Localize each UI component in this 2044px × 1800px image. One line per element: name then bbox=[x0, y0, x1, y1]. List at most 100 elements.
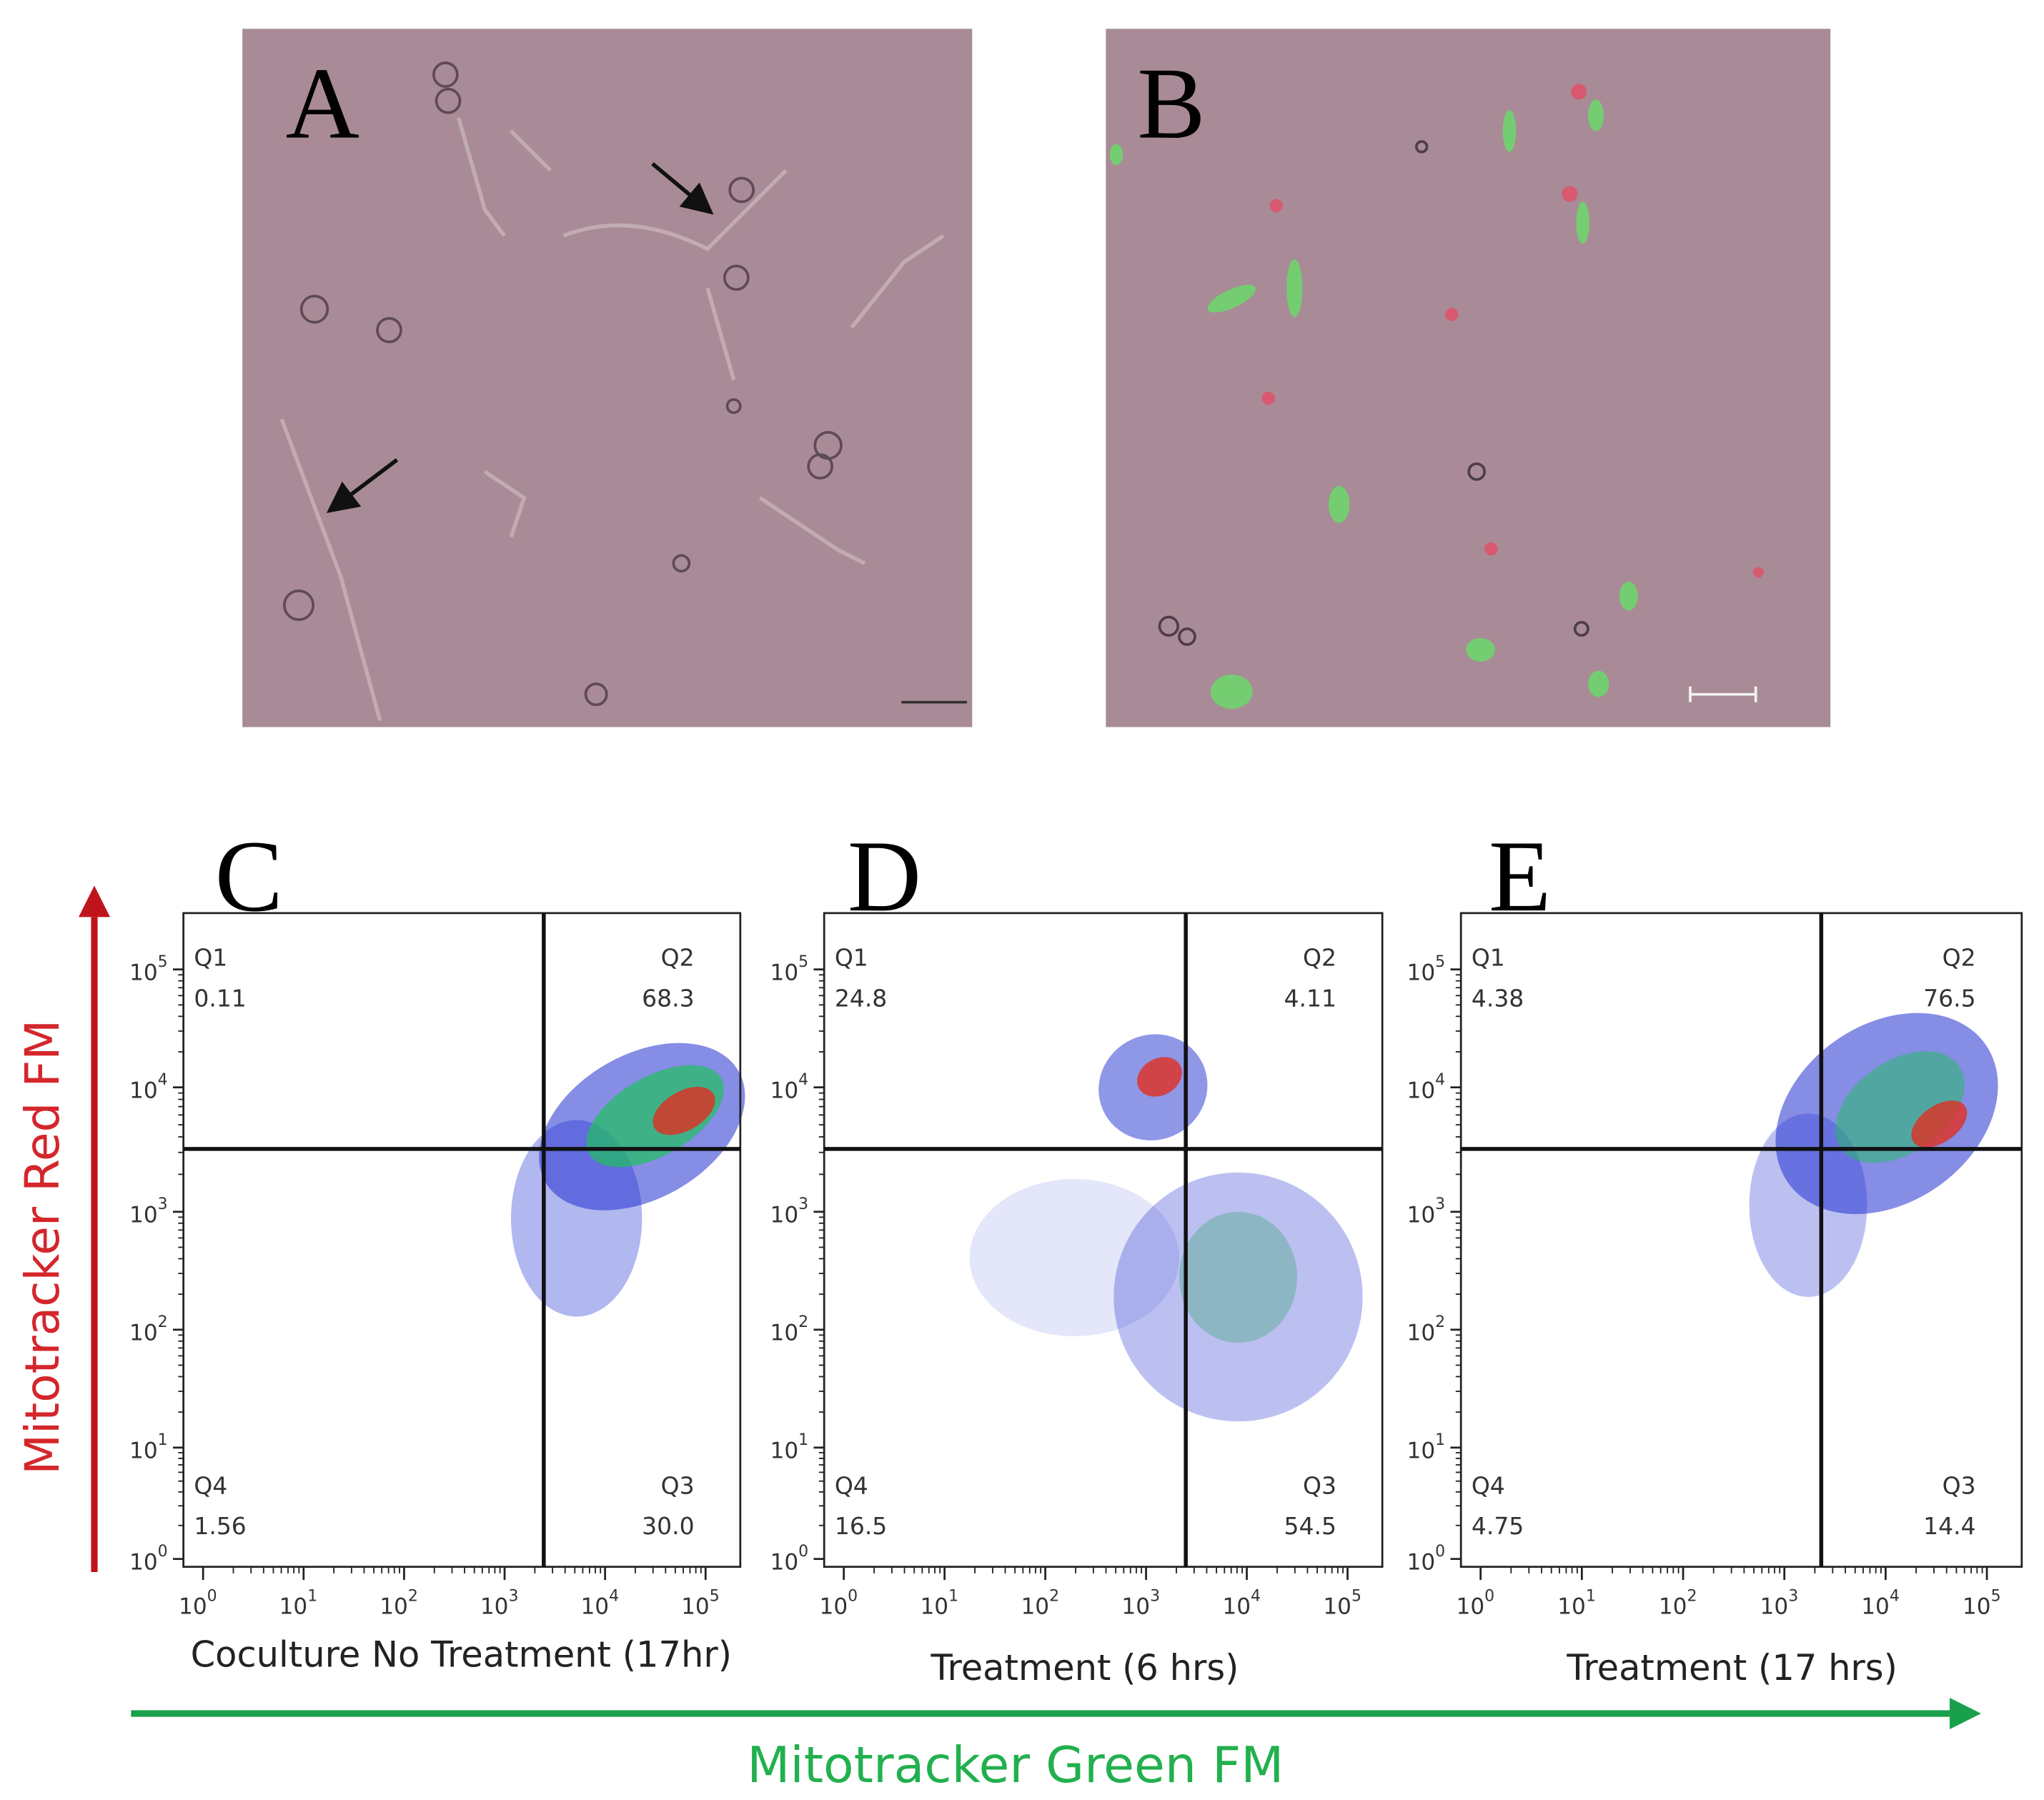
tick-base: 10 bbox=[1407, 960, 1436, 985]
tick-exponent: 3 bbox=[1788, 1587, 1798, 1605]
tick-base: 10 bbox=[820, 1594, 848, 1620]
y-tick-label: 101 bbox=[129, 1431, 168, 1463]
quadrant-percent: 4.75 bbox=[1472, 1512, 1524, 1540]
tick-exponent: 4 bbox=[1251, 1587, 1261, 1605]
quadrant-name: Q1 bbox=[1472, 944, 1505, 972]
tick-exponent: 1 bbox=[1435, 1431, 1445, 1449]
x-tick-label: 102 bbox=[1021, 1587, 1059, 1619]
tick-base: 10 bbox=[1557, 1594, 1586, 1620]
panel-label: B bbox=[1137, 47, 1205, 160]
quadrant-name: Q3 bbox=[1303, 1471, 1336, 1499]
density-cloud bbox=[653, 1086, 715, 1135]
quadrant-percent: 30.0 bbox=[642, 1512, 694, 1540]
tick-exponent: 4 bbox=[1435, 1071, 1445, 1089]
tick-exponent: 0 bbox=[1484, 1587, 1494, 1605]
panel-label: C bbox=[215, 820, 283, 933]
density-cloud bbox=[1113, 1172, 1363, 1422]
tick-exponent: 3 bbox=[798, 1195, 808, 1213]
tick-base: 10 bbox=[1222, 1594, 1251, 1620]
tick-exponent: 1 bbox=[1586, 1587, 1596, 1605]
y-tick-label: 101 bbox=[1407, 1431, 1446, 1463]
tick-exponent: 2 bbox=[1049, 1587, 1059, 1605]
tick-exponent: 5 bbox=[798, 953, 808, 971]
y-tick-label: 105 bbox=[1407, 953, 1446, 985]
x-tick-label: 105 bbox=[681, 1587, 720, 1619]
tick-exponent: 0 bbox=[158, 1543, 168, 1561]
tick-exponent: 5 bbox=[1435, 953, 1445, 971]
y-axis-title: Mitotracker Red FM bbox=[15, 1020, 70, 1475]
x-tick-label: 100 bbox=[820, 1587, 858, 1619]
tick-base: 10 bbox=[1861, 1594, 1890, 1620]
tick-exponent: 5 bbox=[1351, 1587, 1361, 1605]
image-bg bbox=[242, 29, 973, 727]
tick-exponent: 0 bbox=[207, 1587, 217, 1605]
tick-base: 10 bbox=[1021, 1594, 1049, 1620]
y-tick-label: 104 bbox=[129, 1071, 168, 1103]
y-tick-label: 103 bbox=[129, 1195, 168, 1228]
quadrant-name: Q4 bbox=[835, 1471, 868, 1499]
tick-exponent: 3 bbox=[158, 1195, 168, 1213]
tick-base: 10 bbox=[681, 1594, 710, 1620]
y-tick-label: 102 bbox=[1407, 1313, 1446, 1346]
x-tick-label: 101 bbox=[1557, 1587, 1596, 1619]
tick-exponent: 1 bbox=[158, 1431, 168, 1449]
y-tick-label: 104 bbox=[1407, 1071, 1446, 1103]
y-tick-label: 105 bbox=[129, 953, 168, 985]
quadrant-percent: 16.5 bbox=[835, 1512, 887, 1540]
processes bbox=[279, 117, 945, 722]
y-tick-label: 100 bbox=[770, 1543, 809, 1575]
quadrant-percent: 76.5 bbox=[1923, 984, 1975, 1012]
tick-base: 10 bbox=[770, 1438, 799, 1464]
tick-exponent: 1 bbox=[948, 1587, 958, 1605]
tick-exponent: 4 bbox=[1890, 1587, 1900, 1605]
x-axis-title: Mitotracker Green FM bbox=[747, 1736, 1284, 1794]
panel-label: A bbox=[286, 47, 359, 160]
x-tick-label: 104 bbox=[1861, 1587, 1900, 1619]
x-tick-label: 100 bbox=[1457, 1587, 1495, 1619]
density-cloud bbox=[1179, 1211, 1297, 1343]
tick-exponent: 0 bbox=[848, 1587, 858, 1605]
tick-exponent: 2 bbox=[1687, 1587, 1697, 1605]
quadrant-name: Q3 bbox=[1943, 1471, 1976, 1499]
tick-exponent: 5 bbox=[710, 1587, 720, 1605]
tick-base: 10 bbox=[1121, 1594, 1150, 1620]
cells bbox=[283, 61, 843, 707]
quadrant-name: Q1 bbox=[835, 944, 868, 972]
y-tick-label: 104 bbox=[770, 1071, 809, 1103]
tick-exponent: 3 bbox=[1435, 1195, 1445, 1213]
tick-exponent: 2 bbox=[1435, 1313, 1445, 1331]
y-tick-label: 105 bbox=[770, 953, 809, 985]
tick-base: 10 bbox=[770, 1321, 799, 1346]
tick-base: 10 bbox=[129, 1203, 158, 1228]
tick-base: 10 bbox=[1760, 1594, 1789, 1620]
tick-base: 10 bbox=[920, 1594, 948, 1620]
tick-exponent: 3 bbox=[1150, 1587, 1160, 1605]
quadrant-name: Q3 bbox=[661, 1471, 695, 1499]
x-tick-label: 102 bbox=[379, 1587, 418, 1619]
tick-base: 10 bbox=[129, 1078, 158, 1103]
x-tick-label: 104 bbox=[1222, 1587, 1261, 1619]
y-tick-label: 101 bbox=[770, 1431, 809, 1463]
tick-base: 10 bbox=[1407, 1438, 1436, 1464]
y-tick-label: 100 bbox=[129, 1543, 168, 1575]
x-tick-label: 102 bbox=[1659, 1587, 1697, 1619]
tick-base: 10 bbox=[1407, 1078, 1436, 1103]
tick-base: 10 bbox=[1659, 1594, 1687, 1620]
quadrant-name: Q1 bbox=[194, 944, 227, 972]
x-tick-label: 103 bbox=[1760, 1587, 1799, 1619]
red-cells bbox=[1261, 84, 1764, 578]
density-cloud bbox=[969, 1179, 1179, 1336]
density-cloud bbox=[1137, 1057, 1182, 1097]
plot-frame bbox=[1459, 912, 2023, 1568]
arrow bbox=[651, 162, 714, 215]
quadrant-name: Q2 bbox=[1303, 944, 1336, 972]
tick-base: 10 bbox=[770, 960, 799, 985]
x-tick-label: 101 bbox=[920, 1587, 958, 1619]
tick-exponent: 4 bbox=[798, 1071, 808, 1089]
scale-bar bbox=[1689, 686, 1757, 702]
tick-base: 10 bbox=[770, 1078, 799, 1103]
arrow bbox=[326, 458, 399, 513]
quadrant-percent: 24.8 bbox=[835, 984, 887, 1012]
tick-base: 10 bbox=[279, 1594, 308, 1620]
tick-exponent: 0 bbox=[1435, 1543, 1445, 1561]
